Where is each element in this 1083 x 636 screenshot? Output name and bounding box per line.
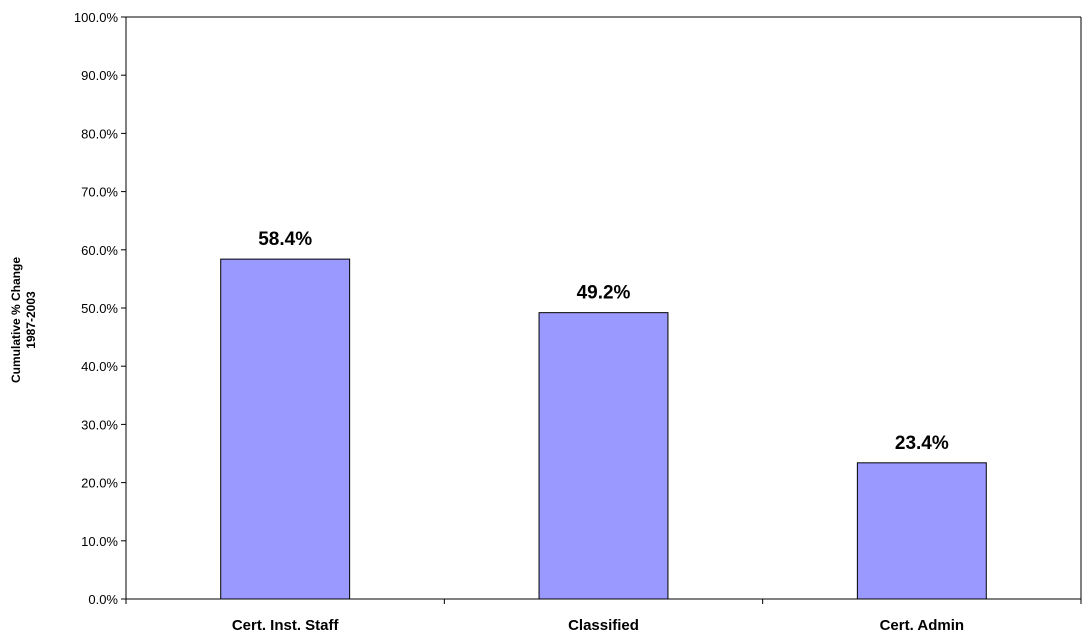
data-label: 23.4%: [895, 433, 949, 454]
y-tick-label: 80.0%: [81, 126, 118, 141]
x-category-label: Cert. Inst. Staff: [232, 617, 340, 634]
y-tick-label: 0.0%: [88, 592, 118, 607]
data-label: 58.4%: [258, 229, 312, 250]
x-category-label: Classified: [568, 617, 639, 634]
y-tick-label: 50.0%: [81, 301, 118, 316]
y-tick-label: 100.0%: [74, 10, 119, 25]
y-tick-label: 70.0%: [81, 185, 118, 200]
bars: [220, 258, 987, 600]
y-tick-label: 90.0%: [81, 68, 118, 83]
bar: [856, 462, 987, 600]
data-label: 49.2%: [577, 283, 631, 304]
y-axis-title-line-1: Cumulative % Change: [9, 257, 23, 383]
y-tick-label: 10.0%: [81, 534, 118, 549]
x-axis: Cert. Inst. Staff Classified Cert. Admin: [125, 16, 1082, 634]
data-labels: 58.4% 49.2% 23.4%: [258, 229, 949, 454]
bar: [220, 258, 351, 600]
y-tick-label: 30.0%: [81, 417, 118, 432]
y-tick-label: 40.0%: [81, 359, 118, 374]
x-category-label: Cert. Admin: [880, 617, 964, 634]
y-tick-label: 20.0%: [81, 476, 118, 491]
y-axis-title-line-2: 1987-2003: [24, 291, 38, 349]
y-axis-title: Cumulative % Change 1987-2003: [9, 257, 38, 383]
y-axis: 0.0% 10.0% 20.0% 30.0% 40.0% 50.0% 60.0% 70.0% 8…: [74, 10, 127, 607]
y-tick-label: 60.0%: [81, 243, 118, 258]
bar: [538, 312, 669, 600]
